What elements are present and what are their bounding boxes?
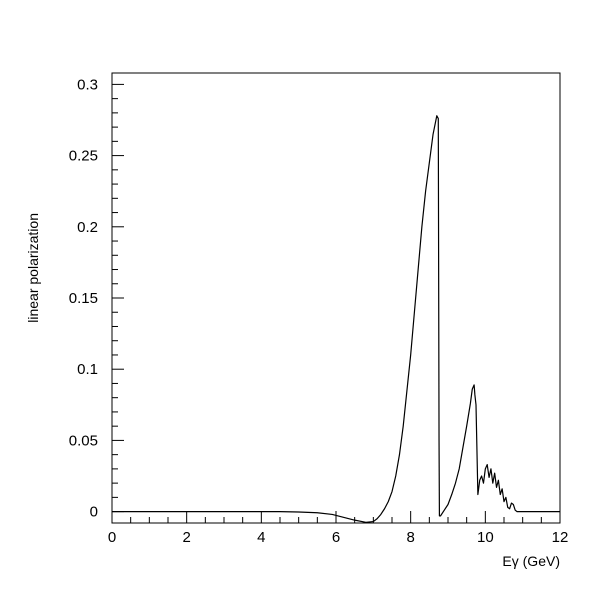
axis-tick-labels: 0 2 4 6 8 10 12 0 0.05 0.1 0.15 0.2 0.25 0.3: [69, 76, 569, 546]
y-tick-label: 0.2: [77, 219, 98, 236]
y-tick-label: 0.1: [77, 361, 98, 378]
x-tick-label: 6: [332, 529, 340, 546]
plot-frame: [111, 72, 561, 524]
x-tick-label: 10: [477, 529, 494, 546]
axis-ticks: [111, 83, 561, 523]
y-tick-label: 0: [90, 504, 98, 521]
x-tick-label: 4: [257, 529, 265, 546]
x-axis-title: Eγ (GeV): [502, 553, 560, 569]
y-tick-label: 0.15: [69, 290, 98, 307]
x-tick-label: 8: [406, 529, 414, 546]
x-tick-label: 2: [182, 529, 190, 546]
y-tick-label: 0.05: [69, 432, 98, 449]
y-tick-label: 0.25: [69, 148, 98, 165]
x-tick-label: 0: [108, 529, 116, 546]
y-tick-label: 0.3: [77, 76, 98, 93]
x-tick-label: 12: [552, 529, 569, 546]
series-line: [112, 115, 560, 523]
y-axis-title: linear polarization: [25, 213, 41, 323]
